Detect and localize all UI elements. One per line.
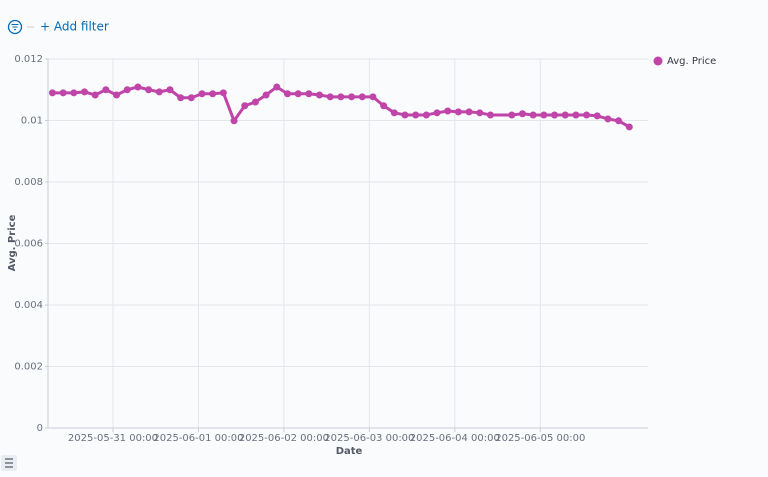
data-point: [572, 111, 580, 119]
data-point: [358, 93, 366, 101]
y-tick-label: 0.008: [14, 177, 43, 188]
data-point: [593, 112, 601, 120]
data-point: [294, 90, 302, 98]
data-point: [529, 111, 537, 119]
x-tick-label: 2025-06-01 00:00: [153, 433, 243, 444]
data-point: [198, 90, 206, 98]
data-point: [604, 115, 612, 123]
data-point: [476, 109, 484, 117]
data-point: [70, 89, 78, 97]
x-axis-label: Date: [336, 446, 363, 457]
data-point: [551, 111, 559, 119]
data-point: [209, 90, 217, 98]
data-point: [326, 93, 334, 101]
data-point: [380, 102, 388, 110]
data-point: [465, 108, 473, 116]
data-point: [102, 86, 110, 94]
data-point: [401, 111, 409, 119]
data-point: [134, 83, 142, 91]
y-tick-label: 0: [37, 423, 43, 434]
x-tick-label: 2025-06-03 00:00: [324, 433, 414, 444]
data-point: [444, 107, 452, 115]
y-tick-label: 0.012: [14, 54, 43, 65]
legend-marker: [653, 56, 663, 66]
data-point: [123, 86, 131, 94]
y-tick-label: 0.006: [14, 239, 43, 250]
list-icon[interactable]: [1, 455, 17, 471]
data-point: [337, 93, 345, 101]
x-tick-label: 2025-05-31 00:00: [68, 433, 158, 444]
data-point: [145, 86, 153, 94]
data-point: [583, 111, 591, 119]
add-filter[interactable]: + Add filter: [40, 20, 109, 34]
data-point: [486, 111, 494, 119]
data-point: [273, 83, 281, 91]
filter-icon[interactable]: [7, 19, 23, 35]
y-tick-label: 0.01: [21, 116, 43, 127]
data-point: [177, 94, 185, 102]
data-point: [422, 111, 430, 119]
y-tick-label: 0.002: [14, 362, 43, 373]
data-point: [508, 111, 516, 119]
data-point: [155, 88, 163, 96]
data-point: [561, 111, 569, 119]
data-point: [540, 111, 548, 119]
data-point: [59, 89, 67, 97]
data-point: [390, 109, 398, 117]
data-point: [433, 109, 441, 117]
data-point: [187, 94, 195, 102]
data-point: [251, 98, 259, 106]
data-point: [166, 86, 174, 94]
y-axis-label: Avg. Price: [7, 214, 18, 271]
x-tick-label: 2025-06-02 00:00: [239, 433, 329, 444]
legend-label: Avg. Price: [667, 56, 716, 67]
x-tick-label: 2025-06-04 00:00: [410, 433, 500, 444]
data-point: [412, 111, 420, 119]
data-point: [113, 91, 121, 99]
data-point: [625, 123, 633, 131]
y-tick-label: 0.004: [14, 300, 43, 311]
data-point: [48, 89, 56, 97]
data-point: [219, 89, 227, 97]
data-point: [454, 108, 462, 116]
data-point: [80, 88, 88, 96]
data-point: [369, 93, 377, 101]
data-point: [615, 117, 623, 125]
data-point: [518, 110, 526, 118]
data-point: [230, 117, 238, 125]
data-point: [91, 91, 99, 99]
data-point: [348, 93, 356, 101]
data-point: [316, 91, 324, 99]
x-tick-label: 2025-06-05 00:00: [495, 433, 585, 444]
data-point: [241, 102, 249, 110]
data-point: [305, 90, 313, 98]
data-point: [262, 91, 270, 99]
data-point: [283, 90, 291, 98]
